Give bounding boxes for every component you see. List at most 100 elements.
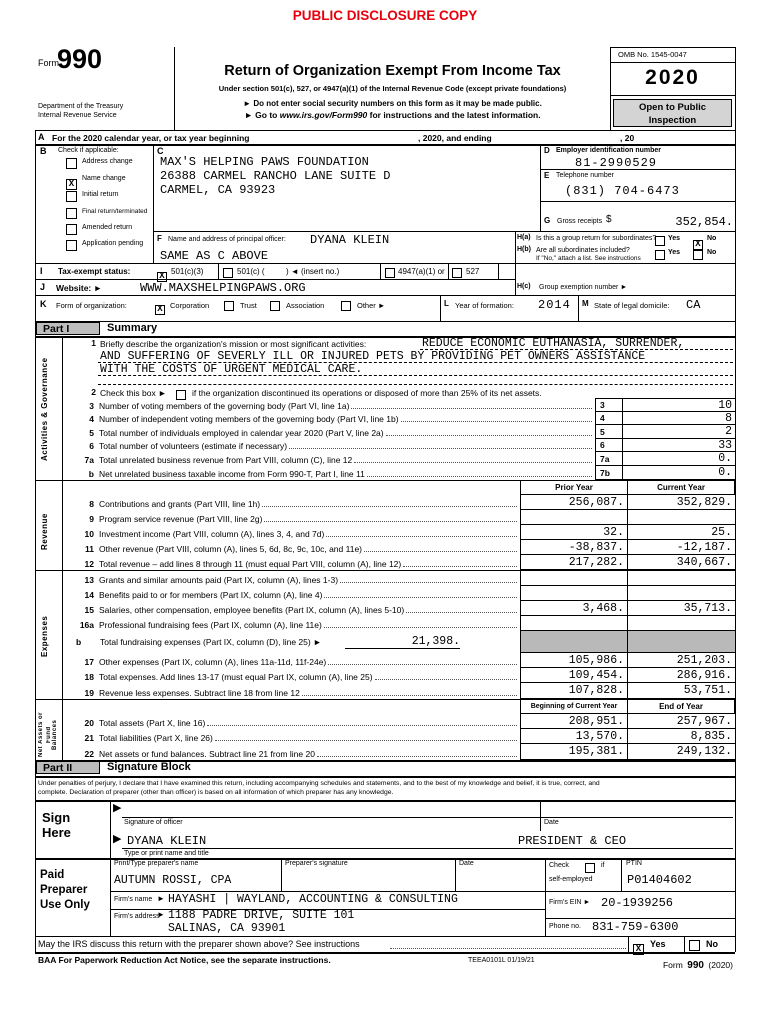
current-value: 286,916. [627,668,735,683]
checkbox-final-return[interactable] [66,206,77,224]
col-header-beginning: Beginning of Current Year [520,699,628,714]
checkbox-mark: X [693,239,703,250]
checkbox-mark: X [66,179,77,190]
phone-value: (831) 704-6473 [565,184,680,198]
col-header-current-year: Current Year [627,480,735,495]
line-k-letter: K [40,299,47,309]
label-name-change: Name change [82,175,126,182]
rev-row-12: 12 Total revenue – add lines 8 through 1… [62,555,735,570]
firm-name-value: HAYASHI | WAYLAND, ACCOUNTING & CONSULTI… [168,893,458,906]
checkbox-mark [66,224,77,235]
discontinued-checkbox[interactable] [176,387,186,405]
current-value [627,510,735,525]
gross-receipts-value: 352,854. [675,215,733,229]
label-final-return: Final return/terminated [82,208,148,215]
line-a-end: , 20 [620,133,635,143]
checkbox-mark [655,236,665,246]
prior-value: 32. [520,525,627,540]
mission-line1: REDUCE ECONOMIC EUTHANASIA, SURRENDER, [422,337,685,350]
current-value [627,586,735,601]
omb-number: OMB No. 1545-0047 [618,50,687,59]
preparer-signature-label: Preparer's signature [285,860,348,867]
officer-label: Name and address of principal officer: [168,236,286,243]
firm-address-value1: 1188 PADRE DRIVE, SUITE 101 [168,909,355,922]
hb-no-checkbox[interactable] [693,247,703,265]
hb-yes-checkbox[interactable] [655,247,665,265]
checkbox-association[interactable] [270,298,280,316]
footer-form-number: 990 [687,960,704,971]
checkbox-mark [176,390,186,400]
row-number: 15 [84,604,94,615]
firm-ein-label: Firm's EIN ► [549,899,591,906]
checkbox-mark [66,191,77,202]
row-value: 0. [622,452,735,466]
checkbox-initial-return[interactable] [66,189,77,207]
self-employed-checkbox[interactable] [585,860,595,878]
dollar-sign: $ [606,214,612,225]
checkbox-trust[interactable] [224,298,234,316]
net-row-22: 22 Net assets or fund balances. Subtract… [62,744,735,760]
checkbox-501c[interactable] [223,265,233,283]
current-value: 352,829. [627,495,735,510]
signature-of-officer-label: Signature of officer [124,819,183,826]
gov-row-6: 6 Total number of volunteers (estimate i… [62,439,735,452]
row-number: 17 [84,656,94,667]
row-label: Grants and similar amounts paid (Part IX… [99,574,339,585]
officer-name: DYANA KLEIN [310,233,390,247]
mission-line3: WITH THE COSTS OF URGENT MEDICAL CARE. [100,363,363,376]
label-4947: 4947(a)(1) or [398,267,445,276]
checkbox-4947[interactable] [385,265,395,283]
label-address-change: Address change [82,158,133,165]
checkbox-mark [689,940,700,951]
row-label: Number of voting members of the governin… [99,400,350,411]
row-number: 7a [84,454,94,465]
prior-value [520,510,627,525]
checkbox-mark [385,268,395,278]
row-number: 9 [89,513,94,524]
sidebar-revenue: Revenue [40,513,49,551]
row-label: Total assets (Part X, line 16) [99,717,206,728]
goto-pre: ► Go to [244,110,280,120]
checkbox-name-change[interactable]: X [66,173,77,191]
begin-value: 208,951. [520,714,627,729]
checkbox-other[interactable] [341,298,351,316]
may-irs-text: May the IRS discuss this return with the… [38,939,360,949]
firm-address-label: Firm's address [114,913,160,920]
sidebar-net-assets-1: Net Assets or [38,712,44,758]
checkbox-application-pending[interactable] [66,238,77,256]
row-number: 6 [89,440,94,451]
irs-discuss-no-label: No [706,939,718,949]
type-print-label: Type or print name and title [124,850,209,857]
ha-no-checkbox[interactable]: X [693,233,703,251]
exp-row-13: 13 Grants and similar amounts paid (Part… [62,571,735,586]
row-label: Net assets or fund balances. Subtract li… [99,748,315,759]
checkbox-corporation[interactable]: X [155,298,165,316]
tax-exempt-label: Tax-exempt status: [58,267,131,276]
irs-discuss-yes-checkbox[interactable]: X [633,938,644,956]
row-number: 3 [89,400,94,411]
checkbox-501c3[interactable]: X [157,265,167,283]
here-label: Here [42,825,71,840]
exp-row-14: 14 Benefits paid to or for members (Part… [62,586,735,601]
ha-no-label: No [707,235,717,242]
ha-yes-checkbox[interactable] [655,233,665,251]
perjury-line1: Under penalties of perjury, I declare th… [38,780,600,787]
use-only-label: Use Only [40,899,90,911]
checkbox-address-change[interactable] [66,156,77,174]
irs-discuss-no-checkbox[interactable] [689,938,700,956]
firm-phone-value: 831-759-6300 [592,920,679,934]
row-number: 21 [84,732,94,743]
current-value: 340,667. [627,555,735,570]
checkbox-amended-return[interactable] [66,222,77,240]
row-label: Professional fundraising fees (Part IX, … [99,619,322,630]
rev-row-11: 11 Other revenue (Part VIII, column (A),… [62,540,735,555]
checkbox-527[interactable] [452,265,462,283]
box-d-letter: D [544,146,550,155]
begin-value: 13,570. [520,729,627,744]
name-arrow-icon: ▶ [113,833,122,845]
ha-yes-label: Yes [668,235,681,242]
row-box-number: 6 [595,439,622,452]
prior-value [520,586,627,601]
row-box-number: 4 [595,412,622,425]
